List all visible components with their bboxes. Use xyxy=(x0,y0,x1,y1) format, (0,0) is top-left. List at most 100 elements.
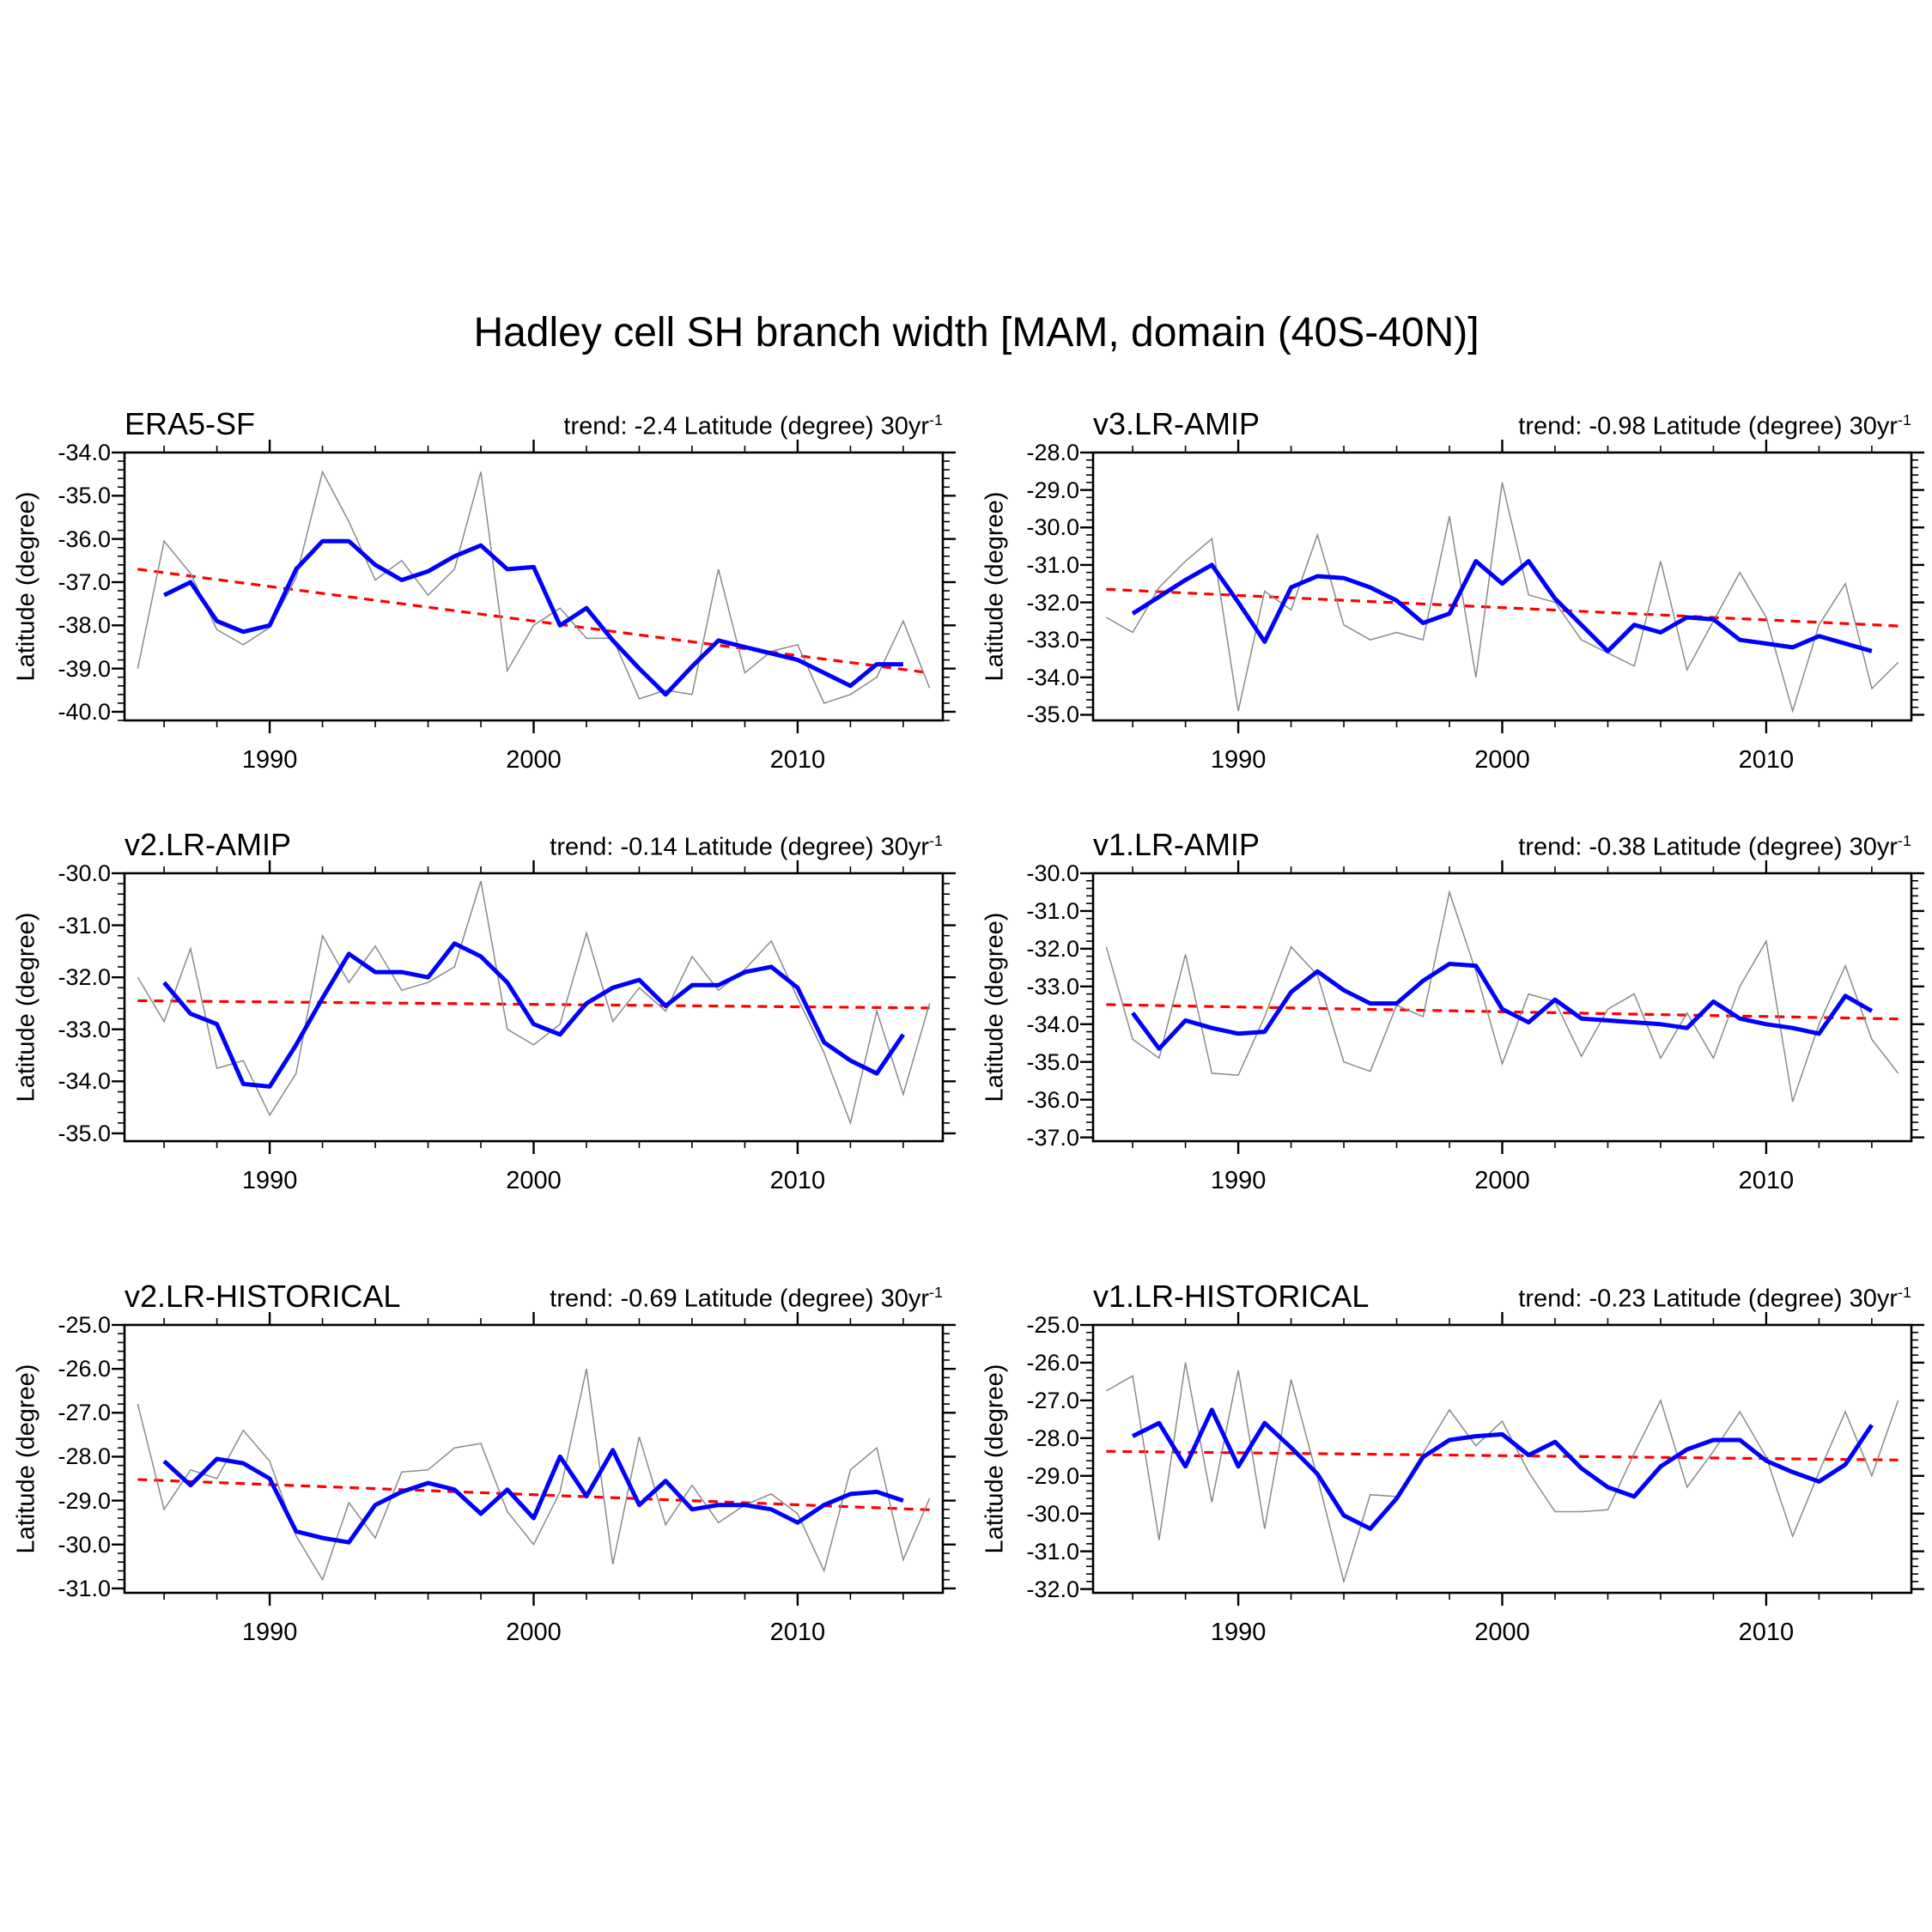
trend-label: trend: -0.69 Latitude (degree) 30yr-1 xyxy=(550,1284,943,1313)
x-tick-label: 2010 xyxy=(769,746,826,774)
y-axis-title: Latitude (degree) xyxy=(981,1364,1009,1554)
x-tick-label: 2010 xyxy=(1738,1167,1795,1194)
annual-line xyxy=(1106,482,1899,714)
trend-line xyxy=(1106,587,1899,628)
trend-line xyxy=(137,999,930,1010)
y-tick-label: -37.0 xyxy=(58,568,111,595)
x-tick-label: 1990 xyxy=(241,1619,298,1646)
y-tick-label: -30.0 xyxy=(1026,514,1079,541)
plot-area xyxy=(1080,860,1924,1154)
y-tick-label: -25.0 xyxy=(58,1312,111,1338)
y-tick-label: -30.0 xyxy=(58,1531,111,1558)
x-tick-label: 2000 xyxy=(506,746,562,774)
panel-header: v1.LR-HISTORICAL trend: -0.23 Latitude (d… xyxy=(1093,1279,1911,1315)
y-tick-label: -35.0 xyxy=(1026,1048,1079,1075)
y-tick-label: -30.0 xyxy=(1026,1500,1079,1527)
y-axis-title: Latitude (degree) xyxy=(12,491,40,682)
panel-title: v2.LR-HISTORICAL xyxy=(125,1279,401,1314)
plot-frame xyxy=(1091,872,1913,1143)
x-tick-label: 1990 xyxy=(241,1167,298,1194)
panel-title: ERA5-SF xyxy=(125,406,256,441)
x-tick-label: 2010 xyxy=(769,1619,826,1646)
y-axis-title: Latitude (degree) xyxy=(12,912,40,1103)
plot-area xyxy=(112,1312,956,1606)
y-tick-label: -35.0 xyxy=(1026,702,1079,728)
x-tick-label: 1990 xyxy=(241,746,298,774)
panel-title: v1.LR-AMIP xyxy=(1093,827,1261,862)
y-tick-label: -35.0 xyxy=(58,483,111,509)
panel-v1.LR-HISTORICAL: v1.LR-HISTORICAL trend: -0.23 Latitude (d… xyxy=(981,1205,1932,1660)
y-axis-title: Latitude (degree) xyxy=(12,1364,40,1554)
y-tick-label: -30.0 xyxy=(1026,860,1079,886)
page-title: Hadley cell SH branch width [MAM, domain… xyxy=(473,310,1479,355)
y-tick-label: -26.0 xyxy=(58,1356,111,1382)
smoothed-line xyxy=(162,538,903,697)
y-tick-label: -37.0 xyxy=(1026,1124,1079,1151)
y-tick-label: -39.0 xyxy=(58,655,111,682)
y-axis-title: Latitude (degree) xyxy=(981,491,1009,682)
x-tick-label: 2000 xyxy=(1474,746,1530,774)
y-tick-label: -27.0 xyxy=(58,1400,111,1426)
annual-line xyxy=(137,1368,931,1582)
annual-line xyxy=(1105,890,1899,1103)
y-tick-label: -29.0 xyxy=(1026,477,1079,503)
x-tick-label: 2000 xyxy=(1474,1619,1530,1646)
annual-line xyxy=(1106,1362,1899,1584)
x-tick-label: 1990 xyxy=(1210,1167,1267,1194)
x-tick-label: 2010 xyxy=(1738,746,1795,774)
y-tick-label: -31.0 xyxy=(1026,551,1079,578)
y-tick-label: -28.0 xyxy=(1026,440,1079,465)
trend-label: trend: -0.98 Latitude (degree) 30yr-1 xyxy=(1518,411,1911,440)
trend-label: trend: -2.4 Latitude (degree) 30yr-1 xyxy=(563,411,943,440)
panel-header: v2.LR-AMIP trend: -0.14 Latitude (degree)… xyxy=(125,827,943,863)
y-tick-label: -36.0 xyxy=(1026,1086,1079,1113)
y-tick-label: -32.0 xyxy=(1026,589,1079,616)
plot-frame xyxy=(123,1323,945,1595)
panel-v3.LR-AMIP: v3.LR-AMIP trend: -0.98 Latitude (degree)… xyxy=(981,332,1932,787)
y-tick-label: -33.0 xyxy=(1026,973,1079,999)
y-tick-label: -34.0 xyxy=(1026,664,1079,690)
x-tick-label: 2000 xyxy=(506,1619,562,1646)
y-tick-label: -35.0 xyxy=(58,1120,111,1146)
plot-area xyxy=(112,860,956,1154)
panel-title: v3.LR-AMIP xyxy=(1093,406,1261,441)
x-tick-label: 1990 xyxy=(1210,746,1267,774)
panel-v2.LR-HISTORICAL: v2.LR-HISTORICAL trend: -0.69 Latitude (d… xyxy=(13,1205,983,1660)
y-tick-label: -31.0 xyxy=(58,1575,111,1601)
panel-header: v2.LR-HISTORICAL trend: -0.69 Latitude (d… xyxy=(125,1279,943,1315)
y-tick-label: -36.0 xyxy=(58,526,111,552)
y-tick-label: -32.0 xyxy=(58,964,111,991)
panel-v2.LR-AMIP: v2.LR-AMIP trend: -0.14 Latitude (degree)… xyxy=(13,753,983,1208)
plot-frame xyxy=(123,451,945,722)
plot-area xyxy=(1080,440,1924,733)
smoothed-line xyxy=(162,1448,904,1545)
smoothed-line xyxy=(1131,962,1874,1051)
y-tick-label: -31.0 xyxy=(58,912,111,939)
panel-v1.LR-AMIP: v1.LR-AMIP trend: -0.38 Latitude (degree)… xyxy=(981,753,1932,1208)
trend-line xyxy=(1106,1449,1899,1461)
y-tick-label: -26.0 xyxy=(1026,1349,1079,1376)
y-tick-label: -34.0 xyxy=(1026,1011,1079,1037)
plot-frame xyxy=(123,872,945,1143)
panel-ERA5-SF: ERA5-SF trend: -2.4 Latitude (degree) 30y… xyxy=(13,332,983,787)
y-tick-label: -31.0 xyxy=(1026,1538,1079,1564)
plot-frame xyxy=(1091,1323,1913,1595)
y-tick-label: -25.0 xyxy=(1026,1312,1079,1338)
y-tick-label: -27.0 xyxy=(1026,1387,1079,1413)
y-tick-label: -33.0 xyxy=(1026,627,1079,653)
smoothed-line xyxy=(1131,559,1873,653)
y-tick-label: -29.0 xyxy=(1026,1462,1079,1489)
y-tick-label: -29.0 xyxy=(58,1487,111,1514)
y-tick-label: -34.0 xyxy=(58,1068,111,1095)
y-tick-label: -28.0 xyxy=(1026,1425,1079,1451)
x-tick-label: 2010 xyxy=(1738,1619,1795,1646)
trend-line xyxy=(137,568,930,675)
y-tick-label: -30.0 xyxy=(58,860,111,886)
trend-label: trend: -0.38 Latitude (degree) 30yr-1 xyxy=(1518,832,1911,861)
y-axis-title: Latitude (degree) xyxy=(981,912,1009,1103)
smoothed-line xyxy=(1131,1407,1874,1531)
x-tick-label: 2000 xyxy=(1474,1167,1530,1194)
x-tick-label: 2000 xyxy=(506,1167,562,1194)
panel-title: v2.LR-AMIP xyxy=(125,827,292,862)
y-tick-label: -31.0 xyxy=(1026,897,1079,924)
